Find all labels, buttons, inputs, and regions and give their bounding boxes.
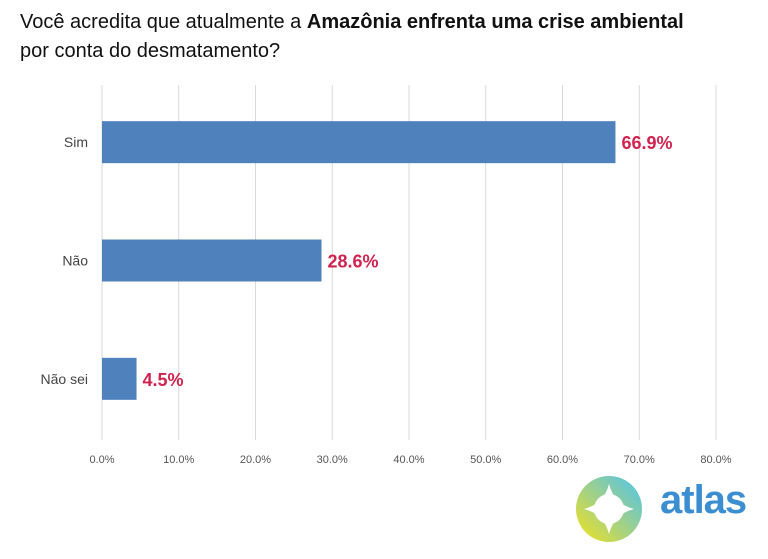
chart-title: Você acredita que atualmente a Amazônia … [20, 8, 684, 66]
data-label: 4.5% [143, 370, 184, 390]
x-tick-label: 70.0% [624, 454, 655, 466]
bar [102, 239, 322, 282]
x-tick-label: 20.0% [240, 454, 271, 466]
bar [102, 121, 616, 164]
title-part-2: por conta do desmatamento? [20, 40, 281, 62]
x-tick-label: 80.0% [700, 454, 731, 466]
bar [102, 357, 137, 400]
title-bold-part: Amazônia enfrenta uma crise ambiental [306, 11, 684, 33]
data-label: 28.6% [328, 252, 379, 272]
atlas-logo-text: atlas [660, 478, 747, 522]
category-label: Não [62, 253, 88, 269]
data-label: 66.9% [621, 133, 672, 153]
x-tick-label: 30.0% [317, 454, 348, 466]
x-tick-label: 40.0% [393, 454, 424, 466]
x-tick-label: 50.0% [470, 454, 501, 466]
title-part: Você acredita que atualmente a [20, 11, 307, 33]
category-label: Sim [64, 134, 88, 150]
category-label: Não sei [41, 371, 88, 387]
x-tick-label: 0.0% [89, 454, 114, 466]
x-tick-label: 10.0% [163, 454, 194, 466]
x-tick-label: 60.0% [547, 454, 578, 466]
